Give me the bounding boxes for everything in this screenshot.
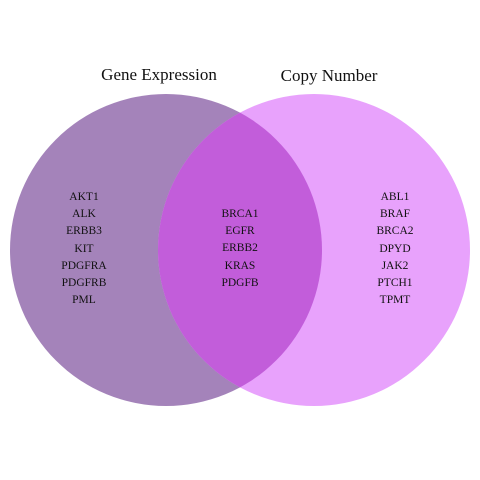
gene-expression-only-list: AKT1 ALK ERBB3 KIT PDGFRA PDGFRB PML bbox=[61, 189, 106, 309]
gene-label: TPMT bbox=[379, 294, 411, 307]
gene-label: PDGFRB bbox=[61, 276, 107, 289]
intersection-list: BRCA1 EGFR ERBB2 KRAS PDGFB bbox=[221, 206, 258, 292]
gene-label: ALK bbox=[72, 208, 96, 221]
gene-label: AKT1 bbox=[69, 191, 99, 203]
gene-label: DPYD bbox=[379, 242, 411, 255]
gene-label: ERBB2 bbox=[222, 242, 258, 255]
intersection-region bbox=[158, 94, 322, 406]
copy-number-title: Copy Number bbox=[280, 66, 378, 85]
gene-label: PML bbox=[72, 294, 96, 307]
gene-label: PDGFB bbox=[221, 276, 259, 289]
gene-label: ABL1 bbox=[380, 191, 410, 203]
gene-label: BRCA1 bbox=[221, 208, 259, 220]
copy-number-only-list: ABL1 BRAF BRCA2 DPYD JAK2 PTCH1 TPMT bbox=[376, 189, 413, 309]
gene-label: KIT bbox=[74, 242, 94, 255]
gene-label: PDGFRA bbox=[61, 259, 107, 272]
gene-expression-title: Gene Expression bbox=[101, 65, 217, 84]
gene-label: EGFR bbox=[225, 225, 255, 238]
gene-label: BRCA2 bbox=[376, 225, 414, 238]
gene-label: JAK2 bbox=[381, 259, 409, 272]
gene-label: PTCH1 bbox=[377, 276, 413, 289]
gene-label: BRAF bbox=[379, 208, 411, 221]
gene-label: ERBB3 bbox=[66, 225, 102, 238]
gene-label: KRAS bbox=[224, 259, 256, 272]
